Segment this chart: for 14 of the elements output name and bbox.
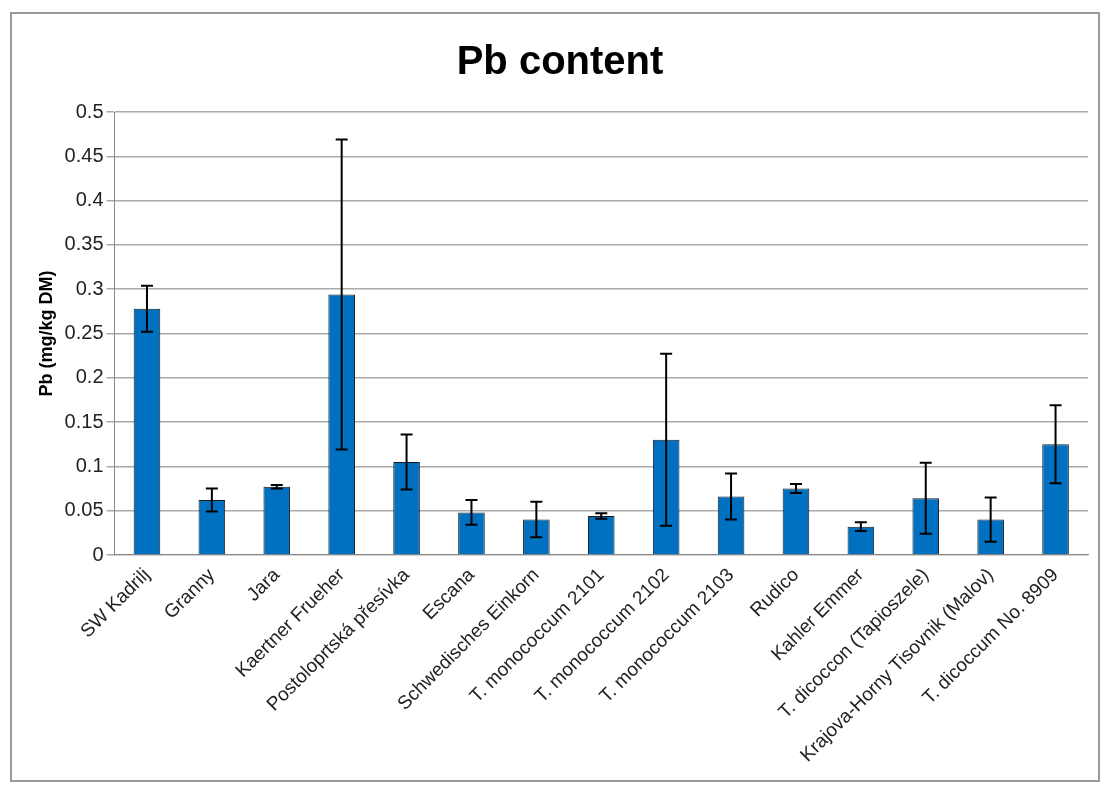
y-axis-title: Pb (mg/kg DM) — [35, 270, 56, 397]
y-tick-label: 0.1 — [75, 453, 104, 476]
y-tick-label: 0.35 — [64, 232, 104, 255]
y-tick-label: 0 — [92, 542, 104, 565]
y-tick-label: 0.4 — [75, 188, 104, 211]
y-tick-label: 0.05 — [64, 498, 104, 521]
y-tick-label: 0.5 — [75, 99, 104, 122]
chart-title: Pb content — [456, 38, 664, 83]
y-tick-label: 0.45 — [64, 143, 104, 166]
x-tick-label: Jara — [242, 563, 284, 605]
y-tick-label: 0.25 — [64, 321, 104, 344]
y-tick-label: 0.2 — [75, 365, 104, 388]
y-tick-label: 0.3 — [75, 276, 104, 299]
y-tick-label: 0.15 — [64, 409, 104, 432]
